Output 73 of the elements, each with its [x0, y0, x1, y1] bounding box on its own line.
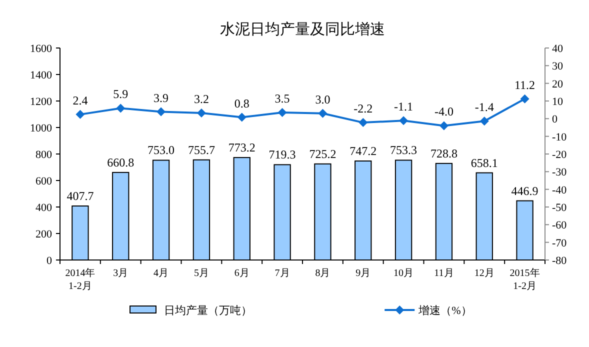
y-tick-label: 600 [36, 176, 52, 188]
y2-tick-label: -40 [552, 184, 568, 196]
point [156, 107, 166, 116]
data-label: 3.5 [274, 91, 290, 106]
x-tick-label: 11月 [434, 268, 454, 279]
x-tick-label: 3月 [113, 268, 128, 279]
point [318, 108, 328, 118]
x-tick-label: 4月 [154, 268, 169, 279]
data-label: -4.0 [434, 104, 454, 119]
data-label: 773.2 [228, 140, 256, 155]
y-tick-label: 800 [36, 149, 52, 161]
x-tick-label: 12月 [474, 268, 494, 279]
point [237, 112, 246, 122]
x-tick-label: 2015年 1-2月 [510, 267, 540, 292]
legend-label: 增速（%） [418, 304, 472, 317]
data-label: 3.2 [194, 92, 209, 106]
x-tick-label: 7月 [274, 268, 290, 279]
point [439, 121, 448, 130]
y-tick-label: 1000 [30, 122, 52, 134]
x-tick-label: 6月 [234, 268, 250, 279]
point [76, 110, 85, 119]
data-label: 658.1 [470, 156, 498, 170]
data-label: 660.8 [107, 155, 134, 170]
data-label: 728.8 [430, 146, 458, 160]
y2-tick-label: -30 [552, 166, 568, 179]
data-label: 3.9 [154, 90, 169, 105]
data-label: 446.9 [511, 184, 538, 198]
y2-tick-label: -50 [552, 202, 568, 214]
x-tick-label: 8月 [315, 268, 330, 279]
data-label: 407.7 [66, 188, 94, 203]
y-tick-label: 400 [36, 202, 52, 214]
data-label: -1.4 [474, 100, 494, 114]
point [116, 104, 126, 113]
legend-label: 日均产量（万吨） [164, 304, 252, 317]
y-tick-label: 1400 [30, 70, 52, 82]
y-tick-label: 1200 [30, 96, 52, 108]
data-label: 755.7 [188, 142, 215, 157]
x-tick-label: 2014年 1-2月 [65, 267, 96, 292]
point [196, 108, 206, 118]
point [480, 116, 489, 126]
x-tick-label: 10月 [394, 268, 414, 279]
y2-tick-label: 20 [552, 78, 564, 90]
y2-tick-label: -70 [552, 237, 568, 250]
point [399, 116, 408, 126]
y2-tick-label: -10 [552, 131, 568, 144]
y-tick-label: 1600 [30, 43, 52, 55]
data-label: 0.8 [234, 96, 250, 110]
data-label: 719.3 [268, 148, 296, 162]
chart-title: 水泥日均产量及同比增速 [220, 21, 385, 38]
y-tick-label: 0 [46, 255, 52, 267]
y2-tick-label: 0 [552, 114, 558, 126]
x-tick-label: 5月 [194, 268, 209, 279]
y2-tick-label: -60 [552, 220, 568, 232]
y2-tick-label: -20 [552, 149, 568, 161]
data-label: 11.2 [514, 78, 536, 92]
point [358, 118, 368, 128]
data-label: 2.4 [72, 93, 88, 108]
data-label: 747.2 [350, 144, 377, 158]
data-label: 725.2 [309, 146, 336, 161]
x-tick-label: 9月 [356, 268, 371, 279]
data-label: 753.3 [390, 143, 418, 158]
data-label: -2.2 [354, 102, 373, 116]
y2-tick-label: 10 [552, 96, 564, 108]
data-label: 753.0 [148, 143, 175, 158]
data-label: -1.1 [394, 100, 414, 114]
point [520, 94, 530, 104]
y2-tick-label: -80 [552, 255, 568, 267]
data-label: 3.0 [315, 92, 330, 106]
y-tick-label: 200 [36, 228, 52, 240]
point [278, 108, 287, 117]
y2-tick-label: 30 [552, 60, 564, 73]
data-label: 5.9 [113, 87, 128, 102]
y2-tick-label: 40 [552, 43, 564, 55]
